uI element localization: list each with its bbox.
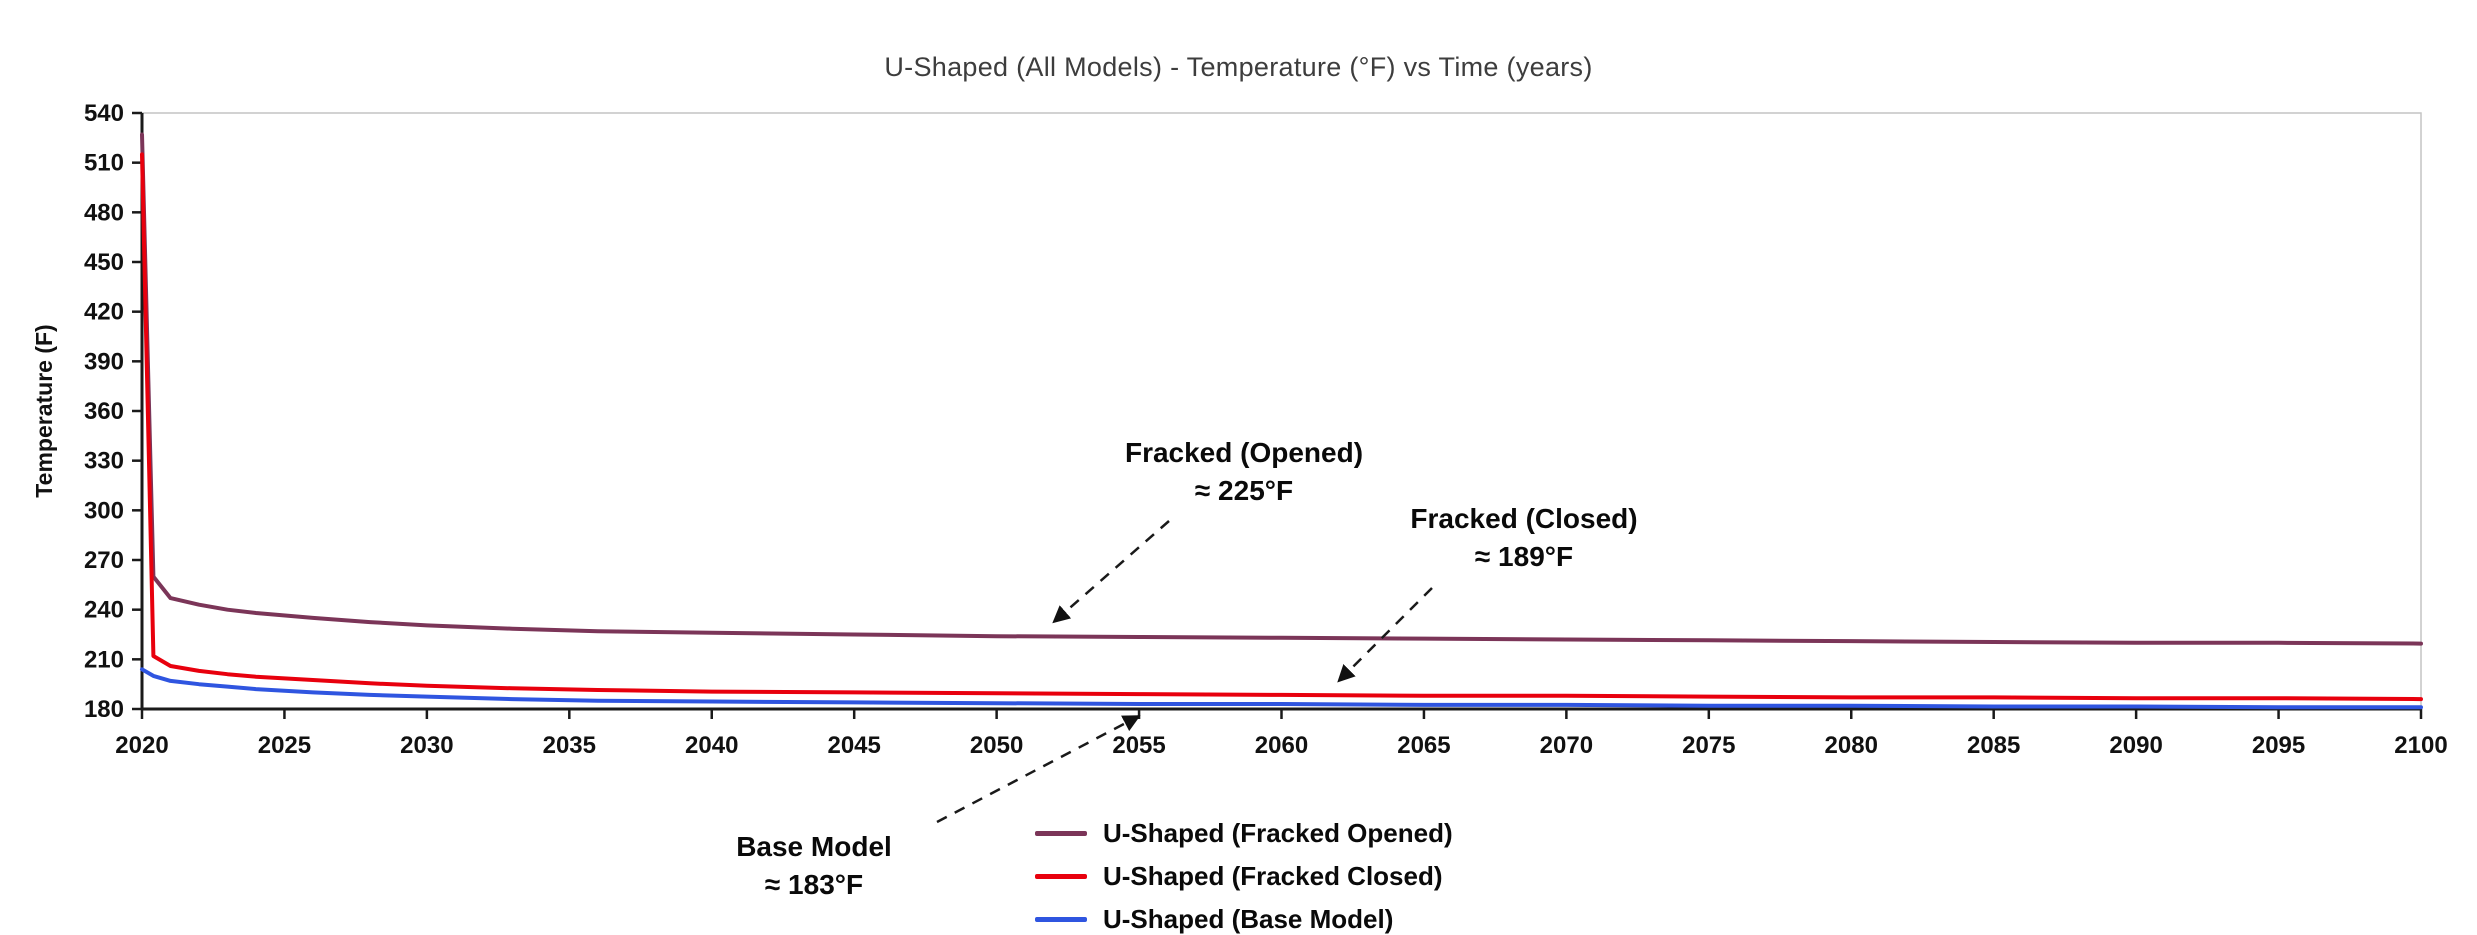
y-tick-label: 540 bbox=[84, 100, 124, 127]
series-line-2 bbox=[140, 667, 2423, 710]
y-tick-label: 510 bbox=[84, 150, 124, 177]
x-tick-label: 2065 bbox=[1397, 732, 1450, 759]
x-tick-label: 2090 bbox=[2109, 732, 2162, 759]
annotation-title: Base Model bbox=[736, 831, 892, 862]
x-tick-label: 2080 bbox=[1825, 732, 1878, 759]
legend-swatch bbox=[1035, 873, 1087, 879]
legend-item-1: U-Shaped (Fracked Closed) bbox=[1035, 859, 1453, 893]
y-axis-label: Temperature (F) bbox=[31, 324, 57, 497]
annotation-title: Fracked (Closed) bbox=[1410, 503, 1638, 534]
y-tick-label: 330 bbox=[84, 448, 124, 475]
x-tick-label: 2020 bbox=[115, 732, 168, 759]
x-tick-label: 2045 bbox=[827, 732, 880, 759]
x-tick-label: 2070 bbox=[1540, 732, 1593, 759]
y-tick-label: 240 bbox=[84, 597, 124, 624]
annotation-2: Base Model ≈ 183°F bbox=[736, 828, 892, 904]
annotation-title: Fracked (Opened) bbox=[1124, 437, 1364, 468]
y-tick-label: 300 bbox=[84, 497, 124, 524]
legend-label: U-Shaped (Base Model) bbox=[1103, 903, 1394, 934]
plot-border bbox=[141, 112, 2422, 710]
x-tick-label: 2055 bbox=[1112, 732, 1165, 759]
annotation-arrow-0 bbox=[1052, 520, 1170, 624]
y-tick-label: 270 bbox=[84, 547, 124, 574]
y-tick-label: 180 bbox=[84, 696, 124, 723]
annotation-arrow-1 bbox=[1337, 587, 1433, 683]
legend-label: U-Shaped (Fracked Opened) bbox=[1103, 817, 1453, 848]
legend-swatch bbox=[1035, 830, 1087, 836]
x-tick-label: 2095 bbox=[2252, 732, 2305, 759]
annotation-arrow-2 bbox=[936, 714, 1141, 824]
y-tick-label: 390 bbox=[84, 348, 124, 375]
x-tick-label: 2050 bbox=[970, 732, 1023, 759]
y-tick-label: 450 bbox=[84, 249, 124, 276]
y-tick-label: 210 bbox=[84, 646, 124, 673]
legend-item-2: U-Shaped (Base Model) bbox=[1035, 902, 1453, 935]
annotation-value: ≈ 189°F bbox=[1474, 541, 1574, 572]
y-tick-label: 360 bbox=[84, 398, 124, 425]
annotation-0: Fracked (Opened) ≈ 225°F bbox=[1125, 434, 1363, 510]
x-tick-label: 2040 bbox=[685, 732, 738, 759]
legend-label: U-Shaped (Fracked Closed) bbox=[1103, 860, 1443, 891]
legend-swatch bbox=[1035, 916, 1087, 922]
y-tick-label: 420 bbox=[84, 299, 124, 326]
annotation-1: Fracked (Closed) ≈ 189°F bbox=[1410, 500, 1637, 576]
annotation-value: ≈ 225°F bbox=[1194, 475, 1294, 506]
chart-title: U-Shaped (All Models) - Temperature (°F)… bbox=[884, 52, 1593, 82]
legend-item-0: U-Shaped (Fracked Opened) bbox=[1035, 816, 1453, 850]
legend: U-Shaped (Fracked Opened) U-Shaped (Frack… bbox=[1035, 816, 1453, 935]
x-tick-label: 2025 bbox=[258, 732, 311, 759]
x-tick-label: 2100 bbox=[2394, 732, 2447, 759]
x-tick-label: 2030 bbox=[400, 732, 453, 759]
annotation-value: ≈ 183°F bbox=[764, 869, 864, 900]
x-tick-label: 2035 bbox=[543, 732, 596, 759]
x-tick-label: 2060 bbox=[1255, 732, 1308, 759]
x-tick-label: 2075 bbox=[1682, 732, 1735, 759]
y-tick-label: 480 bbox=[84, 199, 124, 226]
x-tick-label: 2085 bbox=[1967, 732, 2020, 759]
series-line-0 bbox=[140, 132, 2423, 646]
series-line-1 bbox=[140, 152, 2423, 702]
